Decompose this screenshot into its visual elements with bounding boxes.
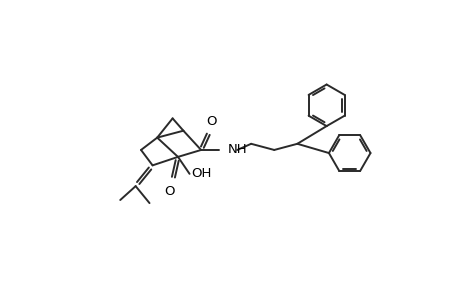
Text: OH: OH <box>190 167 211 180</box>
Text: NH: NH <box>228 143 247 157</box>
Text: O: O <box>164 184 174 198</box>
Text: O: O <box>206 116 216 128</box>
